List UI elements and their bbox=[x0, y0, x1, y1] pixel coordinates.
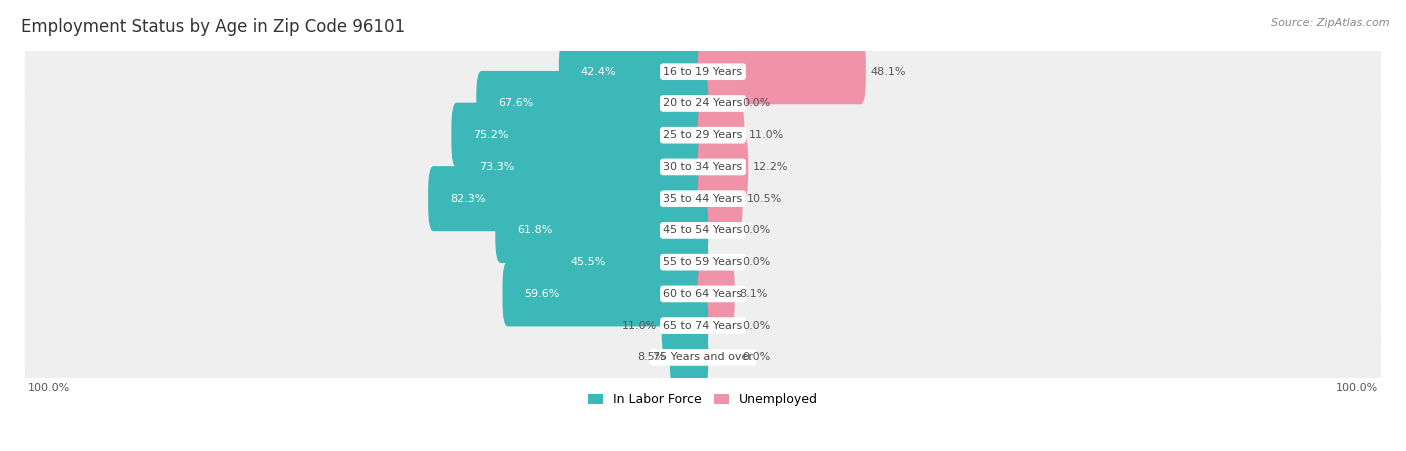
Text: 11.0%: 11.0% bbox=[621, 321, 657, 331]
FancyBboxPatch shape bbox=[457, 134, 709, 199]
Text: 48.1%: 48.1% bbox=[870, 67, 905, 77]
FancyBboxPatch shape bbox=[697, 39, 866, 104]
FancyBboxPatch shape bbox=[451, 103, 709, 168]
Text: Employment Status by Age in Zip Code 96101: Employment Status by Age in Zip Code 961… bbox=[21, 18, 405, 36]
Text: 67.6%: 67.6% bbox=[498, 98, 533, 108]
FancyBboxPatch shape bbox=[25, 297, 1381, 354]
FancyBboxPatch shape bbox=[558, 39, 709, 104]
FancyBboxPatch shape bbox=[25, 75, 1381, 132]
FancyBboxPatch shape bbox=[548, 230, 709, 295]
Text: 35 to 44 Years: 35 to 44 Years bbox=[664, 193, 742, 204]
FancyBboxPatch shape bbox=[495, 198, 709, 263]
Text: 65 to 74 Years: 65 to 74 Years bbox=[664, 321, 742, 331]
FancyBboxPatch shape bbox=[25, 234, 1381, 290]
Text: 61.8%: 61.8% bbox=[517, 226, 553, 235]
Text: 100.0%: 100.0% bbox=[1336, 382, 1378, 392]
Text: 45.5%: 45.5% bbox=[571, 257, 606, 267]
FancyBboxPatch shape bbox=[502, 262, 709, 327]
Text: 11.0%: 11.0% bbox=[749, 130, 785, 140]
FancyBboxPatch shape bbox=[25, 202, 1381, 259]
Legend: In Labor Force, Unemployed: In Labor Force, Unemployed bbox=[583, 388, 823, 411]
Text: 8.1%: 8.1% bbox=[740, 289, 768, 299]
Text: 82.3%: 82.3% bbox=[450, 193, 485, 204]
FancyBboxPatch shape bbox=[697, 262, 735, 327]
Text: 0.0%: 0.0% bbox=[742, 98, 770, 108]
Text: 12.2%: 12.2% bbox=[752, 162, 789, 172]
Text: 25 to 29 Years: 25 to 29 Years bbox=[664, 130, 742, 140]
FancyBboxPatch shape bbox=[25, 139, 1381, 195]
Text: 75.2%: 75.2% bbox=[472, 130, 509, 140]
Text: 30 to 34 Years: 30 to 34 Years bbox=[664, 162, 742, 172]
FancyBboxPatch shape bbox=[477, 71, 709, 136]
FancyBboxPatch shape bbox=[669, 325, 709, 390]
FancyBboxPatch shape bbox=[697, 134, 748, 199]
Text: 16 to 19 Years: 16 to 19 Years bbox=[664, 67, 742, 77]
Text: 60 to 64 Years: 60 to 64 Years bbox=[664, 289, 742, 299]
Text: 59.6%: 59.6% bbox=[524, 289, 560, 299]
Text: 0.0%: 0.0% bbox=[742, 257, 770, 267]
Text: 0.0%: 0.0% bbox=[742, 321, 770, 331]
Text: 0.0%: 0.0% bbox=[742, 352, 770, 363]
FancyBboxPatch shape bbox=[25, 266, 1381, 322]
FancyBboxPatch shape bbox=[697, 103, 744, 168]
Text: 100.0%: 100.0% bbox=[28, 382, 70, 392]
FancyBboxPatch shape bbox=[25, 329, 1381, 386]
Text: 10.5%: 10.5% bbox=[747, 193, 783, 204]
FancyBboxPatch shape bbox=[662, 293, 709, 358]
FancyBboxPatch shape bbox=[25, 107, 1381, 163]
Text: 8.5%: 8.5% bbox=[637, 352, 665, 363]
Text: 42.4%: 42.4% bbox=[581, 67, 616, 77]
Text: 20 to 24 Years: 20 to 24 Years bbox=[664, 98, 742, 108]
FancyBboxPatch shape bbox=[429, 166, 709, 231]
Text: 0.0%: 0.0% bbox=[742, 226, 770, 235]
Text: 73.3%: 73.3% bbox=[479, 162, 515, 172]
FancyBboxPatch shape bbox=[697, 166, 742, 231]
FancyBboxPatch shape bbox=[25, 43, 1381, 100]
Text: Source: ZipAtlas.com: Source: ZipAtlas.com bbox=[1271, 18, 1389, 28]
Text: 55 to 59 Years: 55 to 59 Years bbox=[664, 257, 742, 267]
FancyBboxPatch shape bbox=[25, 170, 1381, 227]
Text: 75 Years and over: 75 Years and over bbox=[652, 352, 754, 363]
Text: 45 to 54 Years: 45 to 54 Years bbox=[664, 226, 742, 235]
